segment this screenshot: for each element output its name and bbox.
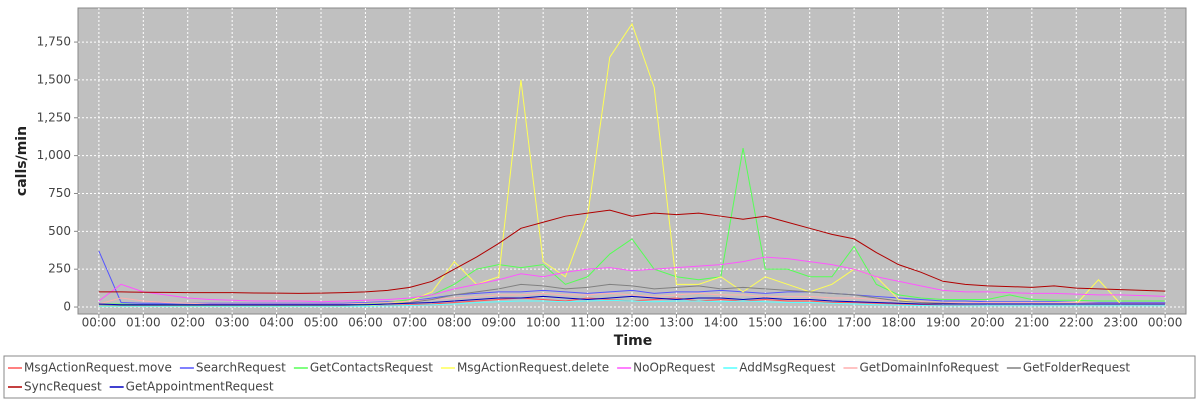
x-tick-label: 04:00 <box>259 316 294 330</box>
y-tick-label: 1,250 <box>37 110 71 124</box>
x-tick-label: 18:00 <box>881 316 916 330</box>
x-tick-label: 02:00 <box>170 316 205 330</box>
y-tick-label: 250 <box>48 262 71 276</box>
y-tick-label: 750 <box>48 186 71 200</box>
legend-label: GetAppointmentRequest <box>126 380 274 394</box>
x-tick-label: 09:00 <box>481 316 516 330</box>
x-tick-label: 23:00 <box>1103 316 1138 330</box>
x-tick-label: 01:00 <box>126 316 161 330</box>
series-line <box>98 299 1166 307</box>
y-axis-label: calls/min <box>14 126 30 196</box>
y-tick-label: 0 <box>63 300 71 314</box>
x-axis-label: Time <box>614 333 652 349</box>
legend-label: SyncRequest <box>24 380 102 394</box>
y-tick-label: 500 <box>48 224 71 238</box>
x-tick-label: 07:00 <box>393 316 428 330</box>
y-tick-label: 1,750 <box>37 35 71 49</box>
x-tick-label: 00:00 <box>82 316 117 330</box>
x-tick-label: 21:00 <box>1015 316 1050 330</box>
series-line <box>98 209 1166 294</box>
x-tick-label: 10:00 <box>526 316 561 330</box>
legend <box>3 355 1196 399</box>
x-tick-label: 06:00 <box>348 316 383 330</box>
x-tick-label: 20:00 <box>970 316 1005 330</box>
x-tick-label: 12:00 <box>615 316 650 330</box>
legend-label: GetDomainInfoRequest <box>859 361 999 375</box>
x-tick-label: 08:00 <box>437 316 472 330</box>
legend-label: SearchRequest <box>196 361 286 375</box>
x-tick-label: 03:00 <box>215 316 250 330</box>
legend-label: GetFolderRequest <box>1023 361 1131 375</box>
series-line <box>98 256 1166 303</box>
x-tick-label: 19:00 <box>926 316 961 330</box>
legend-label: AddMsgRequest <box>739 361 835 375</box>
legend-label: MsgActionRequest.delete <box>457 361 609 375</box>
x-tick-label: 05:00 <box>304 316 339 330</box>
x-tick-label: 22:00 <box>1059 316 1094 330</box>
x-tick-label: 11:00 <box>570 316 605 330</box>
legend-label: MsgActionRequest.move <box>24 361 172 375</box>
legend-label: NoOpRequest <box>633 361 715 375</box>
y-tick-label: 1,500 <box>37 72 71 86</box>
x-tick-label: 00:00 <box>1148 316 1183 330</box>
x-tick-label: 15:00 <box>748 316 783 330</box>
x-tick-label: 17:00 <box>837 316 872 330</box>
x-tick-label: 14:00 <box>704 316 739 330</box>
y-tick-label: 1,000 <box>37 148 71 162</box>
x-tick-label: 16:00 <box>792 316 827 330</box>
series-line <box>98 250 1166 304</box>
legend-label: GetContactsRequest <box>310 361 433 375</box>
x-tick-label: 13:00 <box>659 316 694 330</box>
series-line <box>98 292 1166 305</box>
series-line <box>98 295 1166 306</box>
